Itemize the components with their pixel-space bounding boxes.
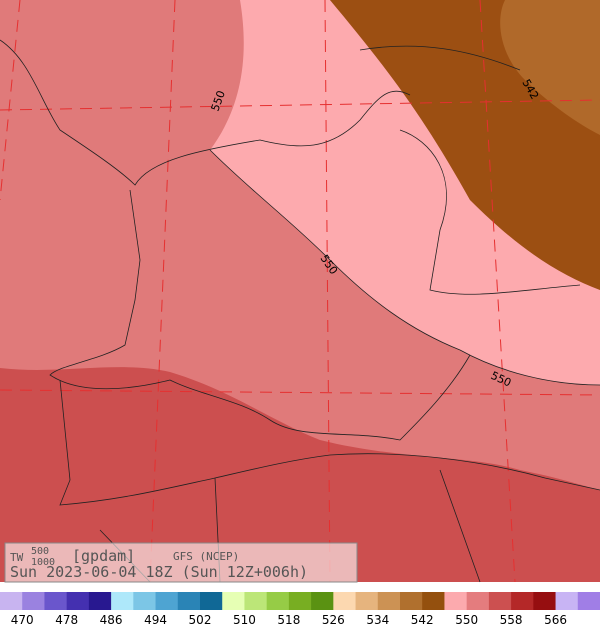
colorbar-label: 478 bbox=[55, 613, 78, 627]
colorbar-label: 542 bbox=[411, 613, 434, 627]
contour bbox=[209, 149, 600, 386]
caption-box bbox=[4, 542, 358, 583]
colorbar-label: 558 bbox=[500, 613, 523, 627]
borders bbox=[0, 39, 600, 583]
colorbar-label: 494 bbox=[144, 613, 167, 627]
colorbar-swatch bbox=[288, 592, 312, 610]
colorbar-swatch bbox=[555, 592, 579, 610]
colorbar-swatch bbox=[44, 592, 68, 610]
colorbar-label: 518 bbox=[277, 613, 300, 627]
colorbar-swatch bbox=[155, 592, 179, 610]
colorbar-swatch bbox=[266, 592, 290, 610]
colorbar-swatch bbox=[66, 592, 90, 610]
colorbar-swatch bbox=[444, 592, 468, 610]
colorbar-swatch bbox=[244, 592, 268, 610]
colorbar-swatch bbox=[577, 592, 600, 610]
colorbar-label: 550 bbox=[455, 613, 478, 627]
colorbar-swatch bbox=[466, 592, 490, 610]
title-sup: 500 bbox=[31, 546, 49, 557]
colorbar-swatch bbox=[22, 592, 45, 610]
colorbar-label: 486 bbox=[100, 613, 123, 627]
colorbar-swatch bbox=[533, 592, 557, 610]
colorbar-swatch bbox=[0, 592, 23, 610]
colorbar-swatch bbox=[177, 592, 201, 610]
title-sub: 1000 bbox=[31, 557, 55, 568]
colorbar-label: 526 bbox=[322, 613, 345, 627]
model: GFS (NCEP) bbox=[173, 550, 239, 563]
graticule bbox=[0, 0, 600, 583]
colorbar-label: 534 bbox=[366, 613, 389, 627]
colorbar-swatch bbox=[333, 592, 357, 610]
colorbar-swatch bbox=[311, 592, 334, 610]
colorbar-swatch bbox=[400, 592, 423, 610]
colorbar-swatch bbox=[422, 592, 445, 610]
colorbar-swatch bbox=[88, 592, 112, 610]
colorbar-swatch bbox=[511, 592, 534, 610]
colorbar-swatch bbox=[200, 592, 223, 610]
valid-time: Sun 2023-06-04 18Z (Sun 12Z+006h) bbox=[10, 563, 308, 581]
unit: [gpdam] bbox=[72, 547, 135, 565]
colorbar-label: 502 bbox=[189, 613, 212, 627]
colorbar-swatch bbox=[355, 592, 379, 610]
field-low bbox=[0, 367, 600, 582]
field-brown-light bbox=[500, 0, 600, 135]
colorbar-label: 470 bbox=[11, 613, 34, 627]
colorbar-swatch bbox=[111, 592, 134, 610]
colorbar-label: 566 bbox=[544, 613, 567, 627]
colorbar-swatch bbox=[377, 592, 401, 610]
colorbar-label: 510 bbox=[233, 613, 256, 627]
title: TW bbox=[10, 551, 24, 564]
colorbar-swatch bbox=[222, 592, 245, 610]
colorbar-swatch bbox=[488, 592, 512, 610]
colorbar: 470 478 486 494 502 510 518 526 534 542 550 558 566 bbox=[0, 592, 600, 627]
colorbar-swatch bbox=[133, 592, 157, 610]
field-high bbox=[205, 0, 600, 385]
